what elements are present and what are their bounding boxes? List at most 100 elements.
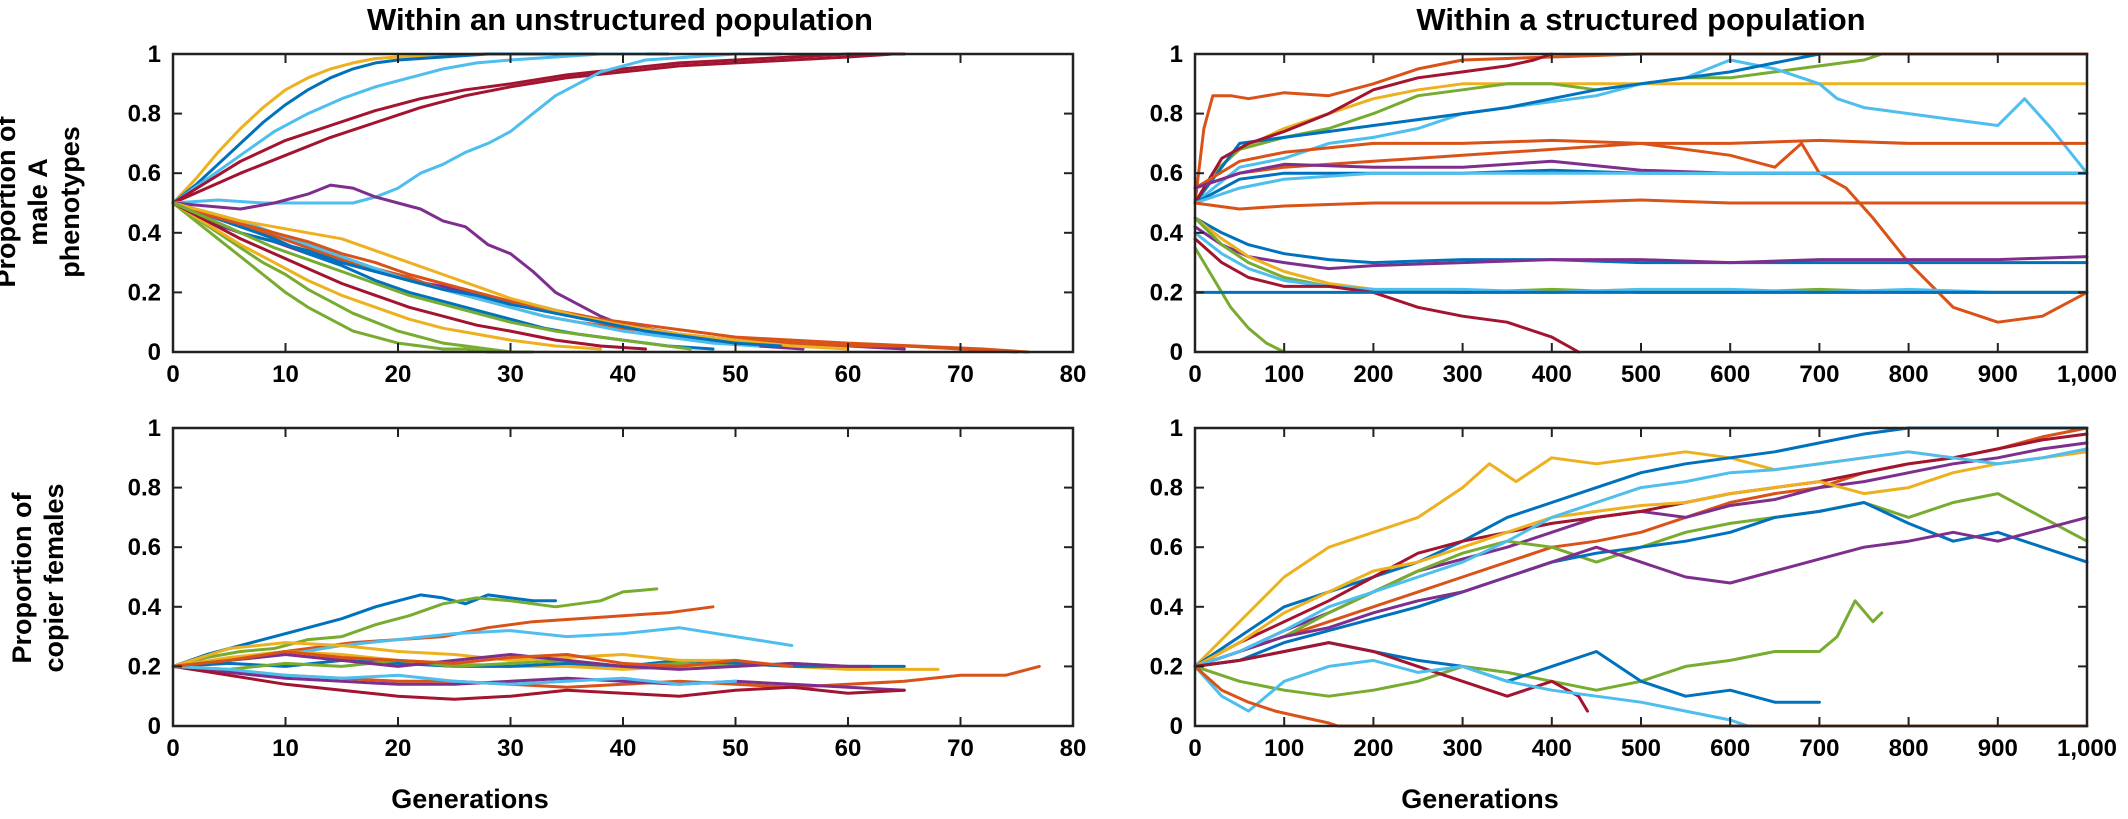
panel-unstructured-male-a: 0 10 20 30 40 50 60 70 80 0 0.2 0.4 0.6 0.8 1 — [128, 41, 1087, 388]
x-tick-label: 600 — [1710, 735, 1750, 762]
x-tick-label: 10 — [272, 735, 299, 762]
series-line-green-15 — [1193, 216, 2089, 294]
series-line-yellow-0 — [1193, 450, 2089, 668]
x-tick-label: 800 — [1889, 735, 1929, 762]
x-tick-label: 1,000 — [2057, 735, 2117, 762]
series-line-orange-11 — [1193, 198, 2089, 211]
y-tick-label: 0.2 — [1150, 279, 1183, 306]
series-line-darkred-12 — [1193, 641, 1589, 713]
x-tick-label: 500 — [1621, 361, 1661, 388]
row-label-top-line1: Proportion of — [0, 116, 21, 288]
y-tick-label: 0.8 — [128, 101, 161, 128]
x-tick-label: 600 — [1710, 361, 1750, 388]
y-tick-label: 0.8 — [1150, 475, 1183, 502]
panel-structured-copier: 0 100 200 300 400 500 600 700 800 900 1,000 0 0.2 0.4… — [1150, 415, 2117, 762]
x-tick-label: 30 — [497, 361, 524, 388]
y-tick-label: 1 — [148, 41, 161, 68]
x-tick-label: 50 — [722, 735, 749, 762]
panel-structured-male-a: 0 100 200 300 400 500 600 700 800 900 1,000 0 0.2 0.4… — [1150, 41, 2117, 388]
y-tick-label: 0.4 — [1150, 220, 1184, 247]
series-line-darkred-5 — [1193, 52, 1554, 205]
x-tick-label: 50 — [722, 361, 749, 388]
series-line-yellow-7 — [1193, 450, 2089, 668]
y-tick-label: 0.8 — [128, 475, 161, 502]
xlabel-left: Generations — [391, 784, 549, 814]
y-tick-label: 0.4 — [1150, 594, 1184, 621]
x-tick-label: 400 — [1532, 361, 1572, 388]
series-line-green-18 — [1193, 246, 1286, 354]
x-tick-label: 200 — [1353, 735, 1393, 762]
row-label-bottom-line2: copier females — [39, 483, 69, 672]
x-tick-label: 70 — [947, 361, 974, 388]
series-line-darkred-4 — [1193, 432, 2089, 668]
x-tick-label: 70 — [947, 735, 974, 762]
series-line-blue-17 — [171, 201, 782, 348]
series-line-yellow-10 — [171, 641, 737, 668]
x-tick-label: 500 — [1621, 735, 1661, 762]
series-line-purple-8 — [1193, 515, 2089, 668]
x-tick-label: 60 — [835, 735, 862, 762]
series-group — [171, 52, 1030, 354]
y-tick-label: 0.8 — [1150, 101, 1183, 128]
series-group — [171, 587, 1041, 701]
y-tick-label: 0.4 — [128, 220, 162, 247]
xlabel-right: Generations — [1401, 784, 1559, 814]
y-tick-label: 0 — [148, 339, 161, 366]
series-line-green-2 — [1193, 52, 1884, 205]
series-line-purple-6 — [171, 664, 906, 692]
title-structured: Within a structured population — [1416, 2, 1865, 37]
y-tick-label: 0.2 — [128, 279, 161, 306]
x-tick-label: 100 — [1264, 361, 1304, 388]
x-tick-label: 400 — [1532, 735, 1572, 762]
series-line-blue-12 — [1193, 216, 2089, 265]
x-tick-label: 1,000 — [2057, 361, 2117, 388]
y-tick-label: 1 — [148, 415, 161, 442]
x-tick-label: 10 — [272, 361, 299, 388]
x-tick-label: 900 — [1978, 361, 2018, 388]
series-line-cyan-2 — [171, 52, 647, 205]
series-group — [1193, 52, 2089, 354]
series-line-darkred-8 — [171, 664, 906, 701]
series-line-purple-3 — [1193, 441, 2089, 668]
y-tick-label: 0 — [1170, 339, 1183, 366]
x-tick-label: 800 — [1889, 361, 1929, 388]
x-tick-label: 900 — [1978, 735, 2018, 762]
series-line-orange-6 — [1193, 141, 2089, 324]
series-line-cyan-13 — [1193, 658, 2089, 728]
series-line-cyan-12 — [171, 664, 737, 686]
title-unstructured: Within an unstructured population — [367, 2, 873, 37]
x-tick-label: 0 — [166, 361, 179, 388]
panel-unstructured-copier: 0 10 20 30 40 50 60 70 80 0 0.2 0.4 0.6 0.8 1 — [128, 415, 1087, 762]
series-line-cyan-5 — [171, 52, 782, 205]
x-tick-label: 80 — [1060, 735, 1087, 762]
y-tick-label: 1 — [1170, 41, 1183, 68]
series-line-darkred-14 — [171, 201, 647, 351]
series-line-green-10 — [171, 201, 535, 354]
x-tick-label: 100 — [1264, 735, 1304, 762]
row-label-bottom-line1: Proportion of — [7, 492, 37, 664]
y-tick-label: 0 — [1170, 713, 1183, 740]
x-tick-label: 700 — [1799, 361, 1839, 388]
x-tick-label: 60 — [835, 361, 862, 388]
x-tick-label: 40 — [610, 735, 637, 762]
series-line-green-10 — [1193, 599, 1884, 698]
series-line-darkred-4 — [171, 52, 895, 205]
y-tick-label: 0.6 — [1150, 534, 1183, 561]
row-label-bottom: Proportion of copier females — [7, 483, 69, 672]
series-line-orange-7 — [1193, 138, 2089, 190]
x-tick-label: 0 — [1188, 361, 1201, 388]
x-tick-label: 300 — [1443, 361, 1483, 388]
series-group — [1193, 426, 2089, 728]
x-tick-label: 0 — [1188, 735, 1201, 762]
row-label-top: Proportion of male A phenotypes — [0, 116, 85, 288]
y-tick-label: 0.2 — [1150, 653, 1183, 680]
x-tick-label: 20 — [385, 361, 412, 388]
series-line-orange-13 — [171, 650, 794, 668]
x-tick-label: 40 — [610, 361, 637, 388]
row-label-top-line3: phenotypes — [55, 126, 85, 278]
series-line-yellow-14 — [1193, 216, 2089, 294]
series-line-yellow-11 — [171, 201, 602, 351]
series-line-darkred-3 — [171, 52, 906, 205]
y-tick-label: 1 — [1170, 415, 1183, 442]
